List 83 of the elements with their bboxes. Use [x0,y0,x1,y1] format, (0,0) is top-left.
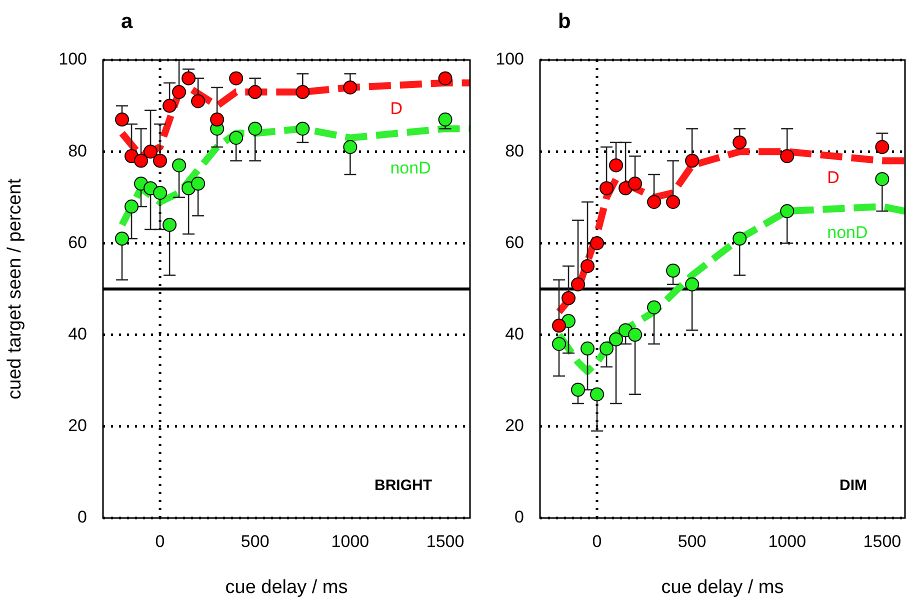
point [875,172,890,186]
x-tick-label: 1500 [426,532,464,551]
point [580,342,595,356]
point [590,387,604,402]
x-axis-title: cue delay / ms [661,576,784,598]
point [191,94,206,108]
point [628,176,642,191]
point [628,328,642,342]
y-tick-label: 40 [505,324,524,344]
point [229,130,244,145]
point [343,80,358,94]
point [590,236,604,250]
point [191,176,206,191]
annotation: BRIGHT [374,477,432,494]
x-tick-label: 500 [240,532,270,551]
point [248,122,262,136]
point [647,300,662,314]
x-axis-title: cue delay / ms [225,576,348,598]
y-axis-title: cued target seen / percent [4,178,26,400]
point [609,332,624,346]
point [210,112,224,127]
point [115,232,130,246]
point [732,232,747,246]
annotation: DIM [840,477,867,494]
point [438,71,452,86]
point [172,85,186,100]
point [115,112,130,127]
point [562,291,576,306]
text: nonD [827,222,868,242]
text: nonD [390,158,431,178]
point [296,85,310,100]
point [580,259,595,274]
point [248,85,262,100]
point [571,277,586,292]
y-tick-label: 0 [514,508,524,527]
point [153,186,168,200]
point [438,112,452,127]
point [685,277,700,292]
point [647,194,662,209]
point [666,194,680,209]
y-tick-label: 20 [68,416,87,436]
point [732,135,747,150]
point [182,71,196,86]
y-tick-label: 20 [505,416,524,436]
text: D [827,168,840,187]
y-tick-label: 60 [505,232,524,252]
point [609,158,624,172]
point [552,336,566,351]
text: D [390,99,402,118]
y-tick-label: 60 [68,232,87,252]
chart-title: a [121,10,133,33]
point [666,264,680,278]
y-tick-label: 100 [496,50,524,69]
y-tick-label: 40 [68,324,87,344]
point [162,98,177,113]
point [343,140,358,154]
y-tick-label: 80 [68,141,87,160]
y-tick-label: 100 [58,50,87,69]
point [600,181,614,196]
x-tick-label: 0 [592,532,602,551]
point [552,318,566,333]
x-tick-label: 0 [155,532,165,551]
x-tick-label: 1500 [863,532,902,551]
x-tick-label: 1000 [331,532,370,551]
point [134,154,148,168]
point [162,218,177,232]
point [685,154,700,168]
chart-title: b [558,10,571,33]
y-tick-label: 80 [505,141,524,160]
x-tick-label: 1000 [768,532,806,551]
point [124,200,139,214]
point [144,144,158,159]
point [296,122,310,136]
point [780,204,794,218]
point [229,71,244,86]
x-tick-label: 500 [678,532,706,551]
point [571,382,586,397]
y-tick-label: 0 [78,508,87,527]
point [153,154,168,168]
point [875,140,890,154]
point [780,149,794,164]
point [172,158,186,172]
point [600,342,614,356]
